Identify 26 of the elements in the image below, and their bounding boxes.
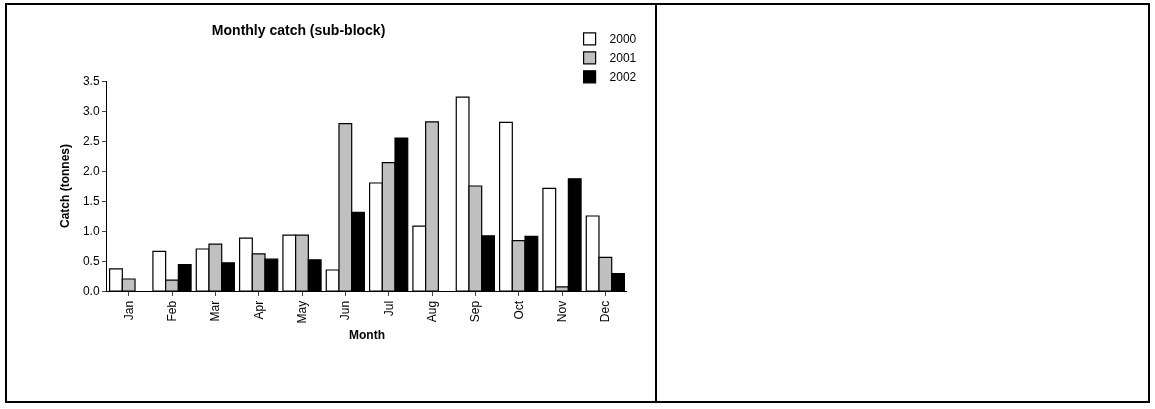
y-tick-label: 1.5 <box>82 194 100 209</box>
y-tick-label: 2.0 <box>82 164 100 179</box>
x-tick-label: Jan <box>121 300 136 321</box>
legend-label: 2002 <box>609 70 637 85</box>
x-tick-label: Apr <box>251 300 266 320</box>
y-tick-label: 3.5 <box>82 74 100 89</box>
x-tick-label: Dec <box>598 300 613 323</box>
y-tick-label: 1.0 <box>82 224 100 239</box>
y-tick-label: 0.5 <box>82 254 100 269</box>
y-tick-label: 2.5 <box>82 134 100 149</box>
x-tick-label: Jun <box>338 300 353 321</box>
x-tick-label: Nov <box>554 300 569 323</box>
chart-title: Monthly catch (sub-block) <box>211 21 386 38</box>
y-tick-label: 3.0 <box>82 104 100 119</box>
x-tick-label: Jul <box>381 300 396 317</box>
x-tick-label: Aug <box>424 300 439 323</box>
legend-label: 2001 <box>609 51 637 66</box>
x-tick-label: Mar <box>208 300 223 322</box>
y-tick-label: 0.0 <box>82 284 100 299</box>
x-tick-label: Feb <box>164 300 179 322</box>
legend-label: 2000 <box>609 32 637 47</box>
x-tick-label: May <box>294 300 309 324</box>
x-tick-label: Sep <box>468 300 483 323</box>
x-tick-label: Oct <box>511 300 526 320</box>
y-axis-title: Catch (tonnes) <box>58 144 73 228</box>
x-axis-title: Month <box>349 328 385 343</box>
